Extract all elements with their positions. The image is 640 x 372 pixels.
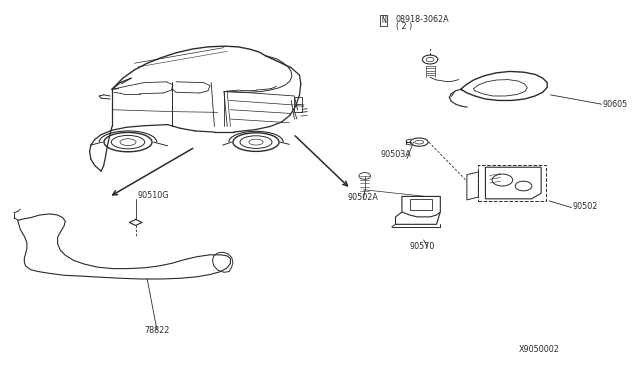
- Text: 90605: 90605: [603, 100, 628, 109]
- Text: 08918-3062A: 08918-3062A: [396, 15, 449, 24]
- Text: X9050002: X9050002: [519, 344, 560, 353]
- Text: N: N: [381, 16, 387, 25]
- Text: 90502: 90502: [573, 202, 598, 211]
- Text: ( 2 ): ( 2 ): [396, 22, 412, 31]
- Text: 90570: 90570: [410, 242, 435, 251]
- Text: 90510G: 90510G: [138, 191, 169, 200]
- Text: 90503A: 90503A: [380, 150, 411, 159]
- Text: 78822: 78822: [144, 326, 170, 335]
- Text: 90502A: 90502A: [348, 193, 378, 202]
